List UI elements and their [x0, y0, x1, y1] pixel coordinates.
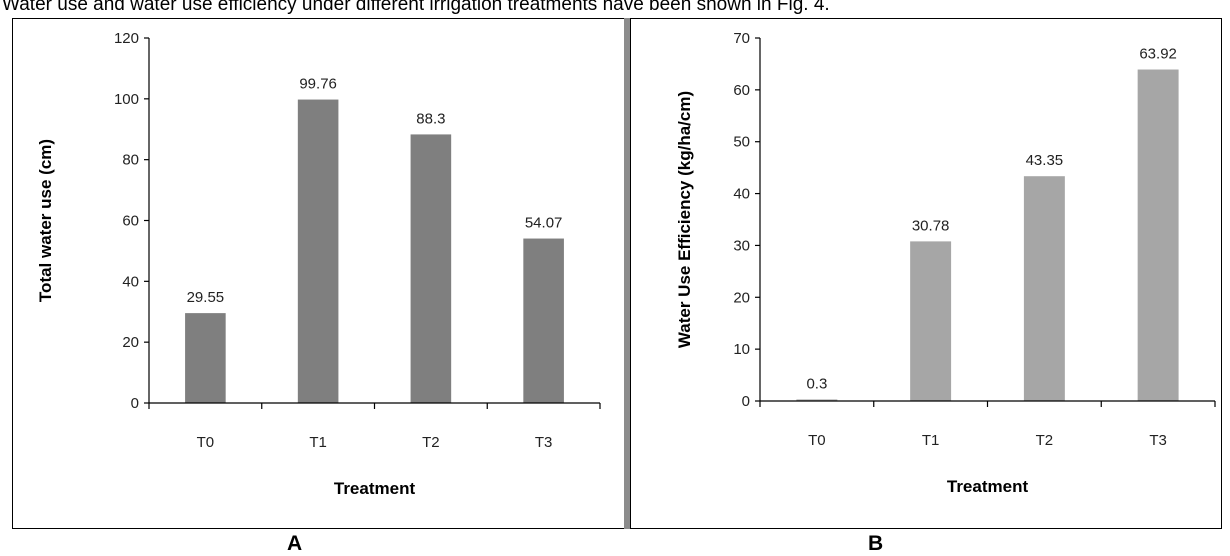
y-tick-label: 50 — [733, 134, 750, 151]
y-tick-label: 20 — [122, 334, 139, 351]
y-tick-label: 30 — [733, 237, 750, 254]
x-tick-label: T3 — [535, 434, 553, 451]
y-tick-label: 40 — [122, 273, 139, 290]
bar-value-label: 0.3 — [806, 375, 827, 392]
x-tick-label: T1 — [309, 434, 327, 451]
bar — [185, 313, 226, 403]
bar — [297, 99, 339, 404]
y-tick-label: 10 — [733, 341, 750, 358]
y-axis-title: Water Use Efficiency (kg/ha/cm) — [675, 91, 694, 348]
x-tick-label: T0 — [808, 432, 826, 449]
bar-value-label: 88.3 — [416, 110, 445, 127]
y-tick-label: 20 — [733, 289, 750, 306]
y-tick-label: 100 — [114, 91, 139, 108]
y-tick-label: 0 — [742, 393, 750, 410]
bar-value-label: 54.07 — [525, 215, 563, 232]
bar — [1137, 69, 1179, 401]
y-tick-label: 120 — [114, 30, 139, 47]
x-axis-title: Treatment — [947, 477, 1029, 496]
bar-value-label: 63.92 — [1139, 46, 1177, 63]
y-tick-label: 70 — [733, 30, 750, 47]
y-tick-label: 60 — [122, 213, 139, 230]
panel-letter-b: B — [868, 532, 884, 555]
panel-letter-a: A — [287, 532, 303, 555]
bar-value-label: 30.78 — [912, 217, 950, 234]
bar-value-label: 29.55 — [187, 289, 225, 306]
y-tick-label: 0 — [131, 395, 139, 412]
y-tick-label: 40 — [733, 186, 750, 203]
x-axis-title: Treatment — [334, 479, 416, 498]
bar — [796, 399, 838, 401]
bar-value-label: 43.35 — [1026, 152, 1064, 169]
y-tick-label: 80 — [122, 152, 139, 169]
bar — [910, 241, 952, 401]
figure-caption: Water use and water use efficiency under… — [2, 0, 830, 15]
y-tick-label: 60 — [733, 82, 750, 99]
bar-value-label: 99.76 — [299, 76, 337, 93]
y-axis-title: Total water use (cm) — [36, 139, 55, 302]
x-tick-label: T3 — [1149, 432, 1167, 449]
bar — [523, 238, 564, 403]
bar — [410, 134, 452, 403]
x-tick-label: T1 — [922, 432, 940, 449]
x-tick-label: T2 — [422, 434, 440, 451]
panel-divider — [624, 18, 630, 529]
x-tick-label: T0 — [197, 434, 215, 451]
x-tick-label: T2 — [1036, 432, 1054, 449]
bar — [1023, 176, 1065, 401]
